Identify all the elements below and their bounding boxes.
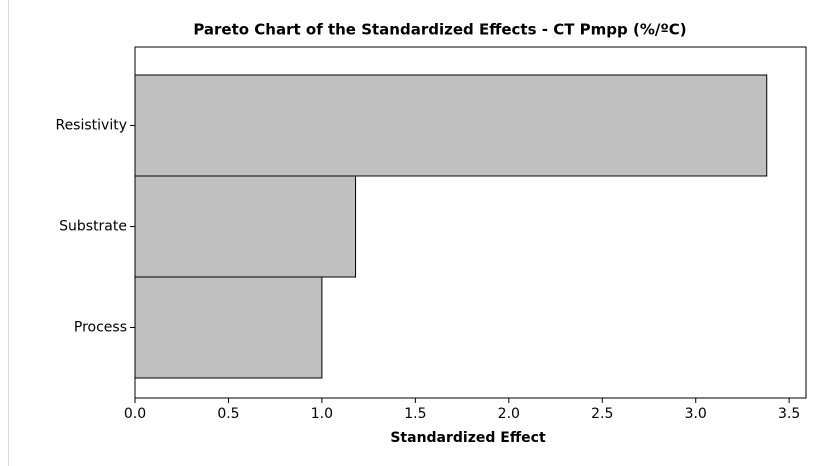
x-tick-label: 1.5 — [404, 406, 426, 422]
chart-title: Pareto Chart of the Standardized Effects… — [193, 21, 686, 39]
x-tick-label: 3.5 — [778, 406, 800, 422]
x-tick-label: 2.0 — [498, 406, 520, 422]
x-tick-label: 0.0 — [124, 406, 146, 422]
x-tick-label: 3.0 — [685, 406, 707, 422]
y-tick-label: Process — [74, 320, 127, 336]
bar — [134, 74, 768, 177]
bar — [134, 276, 323, 379]
y-tick-label: Resistivity — [55, 118, 127, 134]
x-tick-label: 2.5 — [591, 406, 613, 422]
x-tick-label: 1.0 — [311, 406, 333, 422]
x-tick-label: 0.5 — [217, 406, 239, 422]
y-tick-label: Substrate — [59, 219, 127, 235]
x-axis-title: Standardized Effect — [390, 430, 546, 446]
bar — [134, 175, 357, 278]
